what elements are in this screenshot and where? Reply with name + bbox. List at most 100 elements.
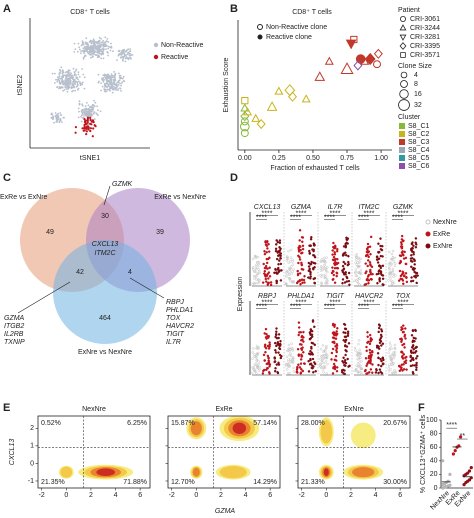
- cell-dot: [77, 116, 80, 119]
- cell-dot: [297, 363, 300, 366]
- cell-dot: [309, 349, 312, 353]
- density-contour: [232, 422, 247, 434]
- cell-dot: [70, 72, 72, 75]
- cell-dot: [359, 268, 363, 272]
- sig-stars: ****: [330, 210, 341, 217]
- cell-dot: [367, 281, 370, 285]
- cell-dot: [117, 50, 120, 53]
- reactive-dot: [93, 124, 96, 127]
- cell-dot: [402, 324, 405, 327]
- cell-dot: [320, 259, 323, 263]
- cell-dot: [360, 372, 363, 376]
- cell-dot: [97, 40, 100, 43]
- cell-dot: [379, 254, 383, 258]
- cell-dot: [330, 351, 334, 355]
- cell-dot: [92, 106, 95, 109]
- sig-stars: ****: [256, 303, 267, 310]
- set-label: ExRe vs ExNre: [0, 194, 48, 201]
- cell-dot: [303, 281, 306, 284]
- reactive-dot: [86, 121, 89, 124]
- cell-dot: [265, 257, 269, 261]
- cell-dot: [93, 99, 95, 102]
- cell-dot: [264, 350, 267, 354]
- cell-dot: [341, 278, 345, 281]
- cell-dot: [353, 279, 356, 283]
- cell-dot: [298, 272, 302, 275]
- cell-dot: [276, 240, 280, 244]
- cell-dot: [125, 56, 128, 58]
- cell-dot: [322, 365, 325, 368]
- gene-name: PHLDA1: [287, 293, 314, 300]
- cell-dot: [357, 256, 360, 260]
- cell-dot: [377, 347, 381, 350]
- cell-dot: [309, 263, 312, 266]
- cell-dot: [116, 59, 118, 61]
- reactive-dot: [83, 118, 86, 121]
- cell-dot: [257, 346, 260, 349]
- cell-dot: [256, 255, 260, 259]
- y-tick-label: 0: [434, 485, 438, 492]
- cell-dot: [319, 365, 322, 368]
- sig-stars: ****: [256, 214, 267, 221]
- cell-dot: [129, 50, 131, 53]
- cell-dot: [84, 105, 87, 108]
- cell-dot: [357, 342, 360, 346]
- cell-dot: [378, 277, 381, 280]
- clone-point: [288, 91, 298, 102]
- cell-dot: [325, 256, 328, 259]
- cell-dot: [50, 112, 53, 115]
- cluster-swatch: [399, 131, 405, 137]
- cell-dot: [275, 281, 278, 285]
- cell-dot: [404, 356, 407, 360]
- cell-dot: [379, 237, 382, 240]
- cell-dot: [393, 368, 396, 372]
- axis-label: Fraction of exhausted T cells: [270, 165, 360, 172]
- cell-dot: [366, 251, 370, 254]
- cell-dot: [404, 272, 408, 275]
- cell-dot: [292, 268, 295, 271]
- cell-dot: [376, 281, 379, 285]
- cell-dot: [300, 261, 303, 265]
- cell-dot: [291, 280, 295, 283]
- cell-dot: [129, 56, 132, 59]
- plot-title: ExRe: [215, 406, 232, 413]
- legend-label: CRI-3244: [410, 25, 440, 32]
- cell-dot: [107, 41, 110, 43]
- cell-dot: [411, 344, 415, 347]
- cell-dot: [276, 251, 279, 254]
- cell-dot: [109, 89, 111, 92]
- reactive-dot: [74, 131, 77, 134]
- legend-title: Clone Size: [398, 63, 432, 70]
- cell-dot: [292, 370, 296, 373]
- cluster-swatch: [399, 139, 405, 145]
- cell-dot: [58, 81, 61, 84]
- density-contour: [190, 421, 202, 436]
- cell-dot: [326, 266, 329, 269]
- density-contour: [350, 422, 376, 449]
- cell-dot: [285, 269, 289, 273]
- cell-dot: [331, 331, 335, 335]
- cell-dot: [273, 360, 276, 364]
- cell-dot: [322, 264, 326, 267]
- clone-point: [373, 60, 381, 69]
- cell-dot: [343, 372, 346, 376]
- cell-dot: [391, 267, 395, 271]
- cell-dot: [400, 350, 404, 353]
- plot-frame: [297, 415, 411, 489]
- cell-dot: [297, 326, 301, 329]
- cell-dot: [102, 57, 105, 60]
- clone-point: [340, 62, 354, 74]
- cell-dot: [267, 242, 270, 246]
- cell-dot: [98, 52, 101, 55]
- cell-dot: [377, 330, 380, 334]
- cell-dot: [298, 258, 302, 261]
- cell-dot: [275, 257, 279, 261]
- panel-label: B: [230, 3, 238, 15]
- cell-dot: [86, 47, 89, 50]
- cell-dot: [365, 270, 368, 273]
- cell-dot: [54, 82, 56, 84]
- cell-dot: [77, 78, 79, 81]
- cell-dot: [307, 265, 311, 268]
- cell-dot: [341, 359, 344, 363]
- x-tick-label: 2: [219, 492, 223, 499]
